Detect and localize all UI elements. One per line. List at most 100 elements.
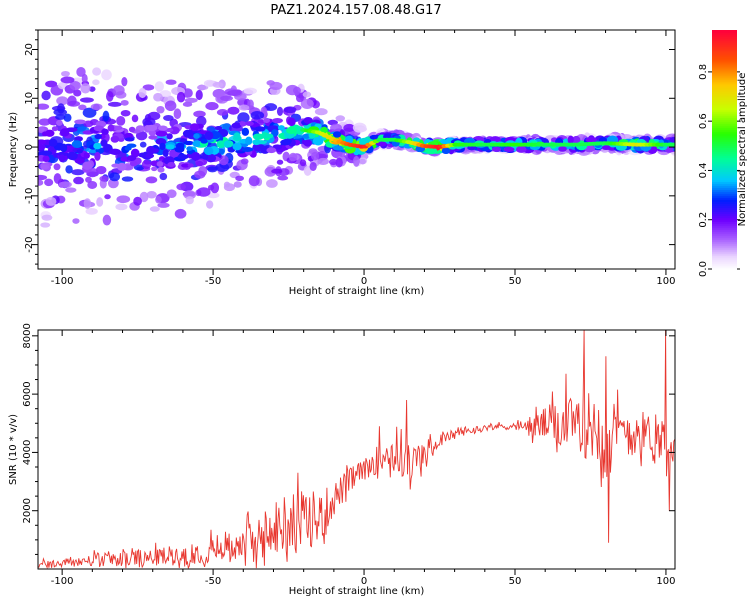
plot-frame xyxy=(37,29,676,270)
colorbar-segment xyxy=(712,45,737,49)
spectrogram-cell xyxy=(101,69,112,81)
spectrogram-cell xyxy=(139,191,149,203)
spectrogram-cell xyxy=(110,135,120,143)
spectrogram-cell xyxy=(156,161,164,167)
snr-x-axis-label: Height of straight line (km) xyxy=(289,586,425,597)
spectrogram-y-axis-label: Frequency (Hz) xyxy=(8,112,19,188)
colorbar-segment xyxy=(712,193,737,196)
colorbar-segment xyxy=(712,235,737,238)
colorbar-segment xyxy=(712,79,737,83)
spectrogram-cell xyxy=(300,98,314,109)
colorbar-segment xyxy=(712,209,737,212)
colorbar-segment xyxy=(712,59,737,63)
spectrogram-cell xyxy=(53,108,68,116)
spectrogram-x-tick-label: -100 xyxy=(51,276,74,287)
spectrogram-cell xyxy=(66,151,78,161)
spectrogram-cell xyxy=(85,176,92,183)
colorbar-segment xyxy=(712,141,737,145)
spectrogram-cell xyxy=(271,129,279,137)
colorbar-label: Normalized spectral amplitude xyxy=(737,73,748,227)
spectrogram-cell xyxy=(80,83,91,94)
spectrogram-cell xyxy=(203,146,214,156)
spectrogram-cell xyxy=(56,119,63,126)
spectrogram-cell xyxy=(82,107,97,118)
spectrogram-cell xyxy=(182,101,193,107)
spectrogram-cell xyxy=(45,196,57,206)
colorbar-segment xyxy=(712,239,737,242)
spectrogram-cell xyxy=(227,106,240,115)
spectrogram-cell xyxy=(328,158,338,166)
spectrogram-cell xyxy=(210,182,220,194)
colorbar-segment xyxy=(712,159,737,163)
spectrogram-cell xyxy=(250,111,265,120)
spectrogram-cell xyxy=(94,133,102,140)
colorbar-segment xyxy=(712,241,737,244)
spectrogram-x-tick-label: 50 xyxy=(509,276,522,287)
spectrogram-cell xyxy=(83,198,92,209)
spectrogram-cell xyxy=(193,110,206,118)
spectrogram-y-tick-label: -20 xyxy=(24,236,35,252)
spectrogram-cell xyxy=(60,76,75,84)
spectrogram-cell xyxy=(287,117,296,127)
colorbar-segment xyxy=(712,249,737,252)
colorbar-segment xyxy=(712,203,737,206)
snr-y-tick-label: 8000 xyxy=(22,323,33,348)
spectrogram-cell xyxy=(45,129,55,137)
spectrogram-cell xyxy=(71,140,83,149)
spectrogram-cell xyxy=(90,103,103,111)
spectrogram-cell xyxy=(133,164,145,171)
colorbar-segment xyxy=(712,261,737,264)
colorbar-segment xyxy=(712,95,737,99)
figure-title: PAZ1.2024.157.08.48.G17 xyxy=(270,3,441,18)
colorbar-segment xyxy=(712,195,737,198)
spectrogram-cell xyxy=(79,97,94,103)
spectrogram-cell xyxy=(203,79,216,88)
spectrogram-cell xyxy=(145,176,158,184)
spectrogram-cell xyxy=(124,132,133,139)
colorbar-segment xyxy=(712,89,737,93)
spectrogram-cell xyxy=(71,169,85,176)
spectrogram-cell xyxy=(598,137,608,143)
spectrogram-cell xyxy=(81,73,88,84)
spectrogram-cell xyxy=(142,84,155,91)
spectrogram-cell xyxy=(107,124,115,132)
spectrogram-cell xyxy=(139,141,147,148)
spectrogram-cell xyxy=(155,195,162,204)
spectrogram-cell xyxy=(38,103,50,110)
colorbar-segment xyxy=(712,105,737,109)
spectrogram-cell xyxy=(196,85,209,91)
colorbar-segment xyxy=(712,205,737,208)
spectrogram-cell xyxy=(153,92,163,102)
spectrogram-x-tick-label: 0 xyxy=(361,276,367,287)
spectrogram-cell xyxy=(40,164,50,170)
spectrogram-cell xyxy=(92,79,100,86)
spectrogram-cell xyxy=(245,136,253,145)
spectrogram-cell xyxy=(151,166,158,172)
colorbar-segment xyxy=(712,111,737,115)
spectrogram-cell xyxy=(76,149,83,154)
spectrogram-cell xyxy=(93,142,102,150)
colorbar-segment xyxy=(712,257,737,260)
spectrogram-cell xyxy=(231,122,242,129)
spectrogram-cell xyxy=(146,191,157,199)
spectrogram-cell xyxy=(558,146,567,152)
colorbar-segment xyxy=(712,171,737,174)
colorbar-segment xyxy=(712,151,737,155)
spectrogram-cell xyxy=(205,101,219,111)
colorbar-segment xyxy=(712,177,737,180)
snr-y-tick-label: 4000 xyxy=(22,440,33,465)
spectrogram-cell xyxy=(214,125,223,131)
spectrogram-cell xyxy=(163,114,174,122)
colorbar-segment xyxy=(712,107,737,111)
spectrogram-cell xyxy=(157,166,165,173)
snr-series-line xyxy=(38,330,675,569)
colorbar-segment xyxy=(712,227,737,230)
spectrogram-cell xyxy=(207,166,218,173)
colorbar-segment xyxy=(712,53,737,57)
spectrogram-cell xyxy=(288,152,298,162)
spectrogram-cell xyxy=(335,115,346,122)
colorbar-segment xyxy=(712,71,737,75)
colorbar-segment xyxy=(712,125,737,129)
spectrogram-cell xyxy=(48,138,58,147)
spectrogram-cell xyxy=(195,160,204,167)
